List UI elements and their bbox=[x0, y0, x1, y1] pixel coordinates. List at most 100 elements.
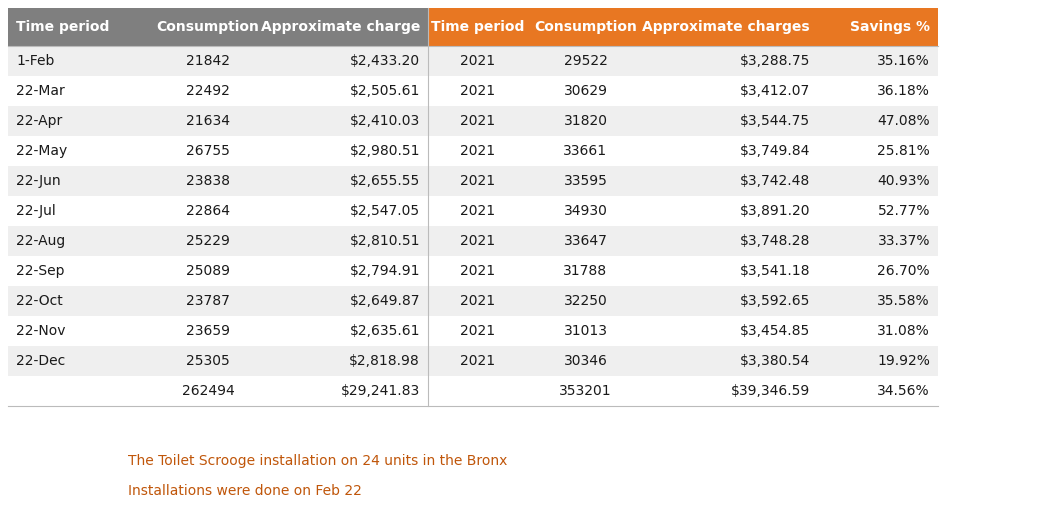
Text: 23787: 23787 bbox=[186, 294, 230, 308]
Text: $2,649.87: $2,649.87 bbox=[350, 294, 420, 308]
Text: Approximate charge: Approximate charge bbox=[260, 20, 420, 34]
Text: 30346: 30346 bbox=[563, 354, 607, 368]
Text: $3,891.20: $3,891.20 bbox=[740, 204, 810, 218]
Bar bbox=[9, 316, 938, 346]
Text: 23659: 23659 bbox=[186, 324, 230, 338]
Text: 25229: 25229 bbox=[186, 234, 230, 248]
Text: $2,810.51: $2,810.51 bbox=[350, 234, 420, 248]
Bar bbox=[9, 286, 938, 316]
Text: 22-Jun: 22-Jun bbox=[16, 174, 61, 188]
Bar bbox=[9, 46, 938, 76]
Text: $3,592.65: $3,592.65 bbox=[740, 294, 810, 308]
Text: Savings %: Savings % bbox=[850, 20, 930, 34]
Text: $3,541.18: $3,541.18 bbox=[740, 264, 810, 278]
Bar bbox=[9, 226, 938, 256]
Bar bbox=[428, 8, 938, 46]
Text: 2021: 2021 bbox=[460, 174, 495, 188]
Bar bbox=[9, 196, 938, 226]
Text: 33661: 33661 bbox=[563, 144, 608, 158]
Text: 33595: 33595 bbox=[563, 174, 607, 188]
Bar bbox=[9, 376, 938, 406]
Text: 2021: 2021 bbox=[460, 204, 495, 218]
Text: 47.08%: 47.08% bbox=[877, 114, 930, 128]
Bar bbox=[9, 346, 938, 376]
Text: 2021: 2021 bbox=[460, 144, 495, 158]
Text: 22492: 22492 bbox=[186, 84, 230, 98]
Text: 22-Mar: 22-Mar bbox=[16, 84, 65, 98]
Text: 21634: 21634 bbox=[186, 114, 230, 128]
Text: 31820: 31820 bbox=[563, 114, 607, 128]
Text: $2,980.51: $2,980.51 bbox=[350, 144, 420, 158]
Text: 40.93%: 40.93% bbox=[877, 174, 930, 188]
Text: 2021: 2021 bbox=[460, 234, 495, 248]
Text: $3,288.75: $3,288.75 bbox=[740, 54, 810, 68]
Text: 36.18%: 36.18% bbox=[877, 84, 930, 98]
Text: 52.77%: 52.77% bbox=[877, 204, 930, 218]
Bar bbox=[9, 8, 428, 46]
Text: 22864: 22864 bbox=[186, 204, 230, 218]
Text: 31.08%: 31.08% bbox=[877, 324, 930, 338]
Bar bbox=[9, 106, 938, 136]
Text: 2021: 2021 bbox=[460, 84, 495, 98]
Text: 32250: 32250 bbox=[563, 294, 607, 308]
Text: $2,818.98: $2,818.98 bbox=[350, 354, 420, 368]
Text: Consumption: Consumption bbox=[534, 20, 637, 34]
Text: 35.58%: 35.58% bbox=[877, 294, 930, 308]
Text: 31788: 31788 bbox=[563, 264, 608, 278]
Text: The Toilet Scrooge installation on 24 units in the Bronx: The Toilet Scrooge installation on 24 un… bbox=[128, 454, 507, 468]
Text: 25305: 25305 bbox=[186, 354, 230, 368]
Text: $3,380.54: $3,380.54 bbox=[740, 354, 810, 368]
Text: 2021: 2021 bbox=[460, 264, 495, 278]
Text: $3,748.28: $3,748.28 bbox=[740, 234, 810, 248]
Text: 35.16%: 35.16% bbox=[877, 54, 930, 68]
Text: 2021: 2021 bbox=[460, 114, 495, 128]
Text: Time period: Time period bbox=[16, 20, 109, 34]
Text: 2021: 2021 bbox=[460, 54, 495, 68]
Text: 22-Jul: 22-Jul bbox=[16, 204, 55, 218]
Text: 22-Nov: 22-Nov bbox=[16, 324, 66, 338]
Text: $2,635.61: $2,635.61 bbox=[350, 324, 420, 338]
Text: Consumption: Consumption bbox=[156, 20, 259, 34]
Text: 34930: 34930 bbox=[563, 204, 607, 218]
Text: 29522: 29522 bbox=[563, 54, 607, 68]
Bar bbox=[9, 76, 938, 106]
Text: $3,412.07: $3,412.07 bbox=[740, 84, 810, 98]
Text: $2,505.61: $2,505.61 bbox=[350, 84, 420, 98]
Text: $3,749.84: $3,749.84 bbox=[740, 144, 810, 158]
Text: 25089: 25089 bbox=[186, 264, 230, 278]
Text: $2,433.20: $2,433.20 bbox=[350, 54, 420, 68]
Text: $29,241.83: $29,241.83 bbox=[341, 384, 420, 398]
Text: 33647: 33647 bbox=[563, 234, 607, 248]
Text: 21842: 21842 bbox=[186, 54, 230, 68]
Text: 34.56%: 34.56% bbox=[877, 384, 930, 398]
Text: 30629: 30629 bbox=[563, 84, 607, 98]
Text: 22-May: 22-May bbox=[16, 144, 67, 158]
Text: $2,794.91: $2,794.91 bbox=[350, 264, 420, 278]
Text: $2,410.03: $2,410.03 bbox=[350, 114, 420, 128]
Text: Approximate charges: Approximate charges bbox=[642, 20, 810, 34]
Text: 19.92%: 19.92% bbox=[877, 354, 930, 368]
Text: 22-Sep: 22-Sep bbox=[16, 264, 65, 278]
Text: 2021: 2021 bbox=[460, 324, 495, 338]
Text: 25.81%: 25.81% bbox=[877, 144, 930, 158]
Text: 353201: 353201 bbox=[559, 384, 612, 398]
Text: 22-Aug: 22-Aug bbox=[16, 234, 65, 248]
Text: $2,547.05: $2,547.05 bbox=[350, 204, 420, 218]
Text: Time period: Time period bbox=[432, 20, 525, 34]
Text: 2021: 2021 bbox=[460, 354, 495, 368]
Text: 22-Oct: 22-Oct bbox=[16, 294, 63, 308]
Text: $3,454.85: $3,454.85 bbox=[740, 324, 810, 338]
Text: Installations were done on Feb 22: Installations were done on Feb 22 bbox=[128, 484, 361, 498]
Bar bbox=[9, 256, 938, 286]
Text: $2,655.55: $2,655.55 bbox=[350, 174, 420, 188]
Text: 26755: 26755 bbox=[186, 144, 230, 158]
Text: 2021: 2021 bbox=[460, 294, 495, 308]
Text: $3,742.48: $3,742.48 bbox=[740, 174, 810, 188]
Bar bbox=[9, 136, 938, 166]
Text: 31013: 31013 bbox=[563, 324, 607, 338]
Text: 22-Apr: 22-Apr bbox=[16, 114, 63, 128]
Text: 1-Feb: 1-Feb bbox=[16, 54, 54, 68]
Text: $39,346.59: $39,346.59 bbox=[730, 384, 810, 398]
Bar bbox=[9, 166, 938, 196]
Text: $3,544.75: $3,544.75 bbox=[740, 114, 810, 128]
